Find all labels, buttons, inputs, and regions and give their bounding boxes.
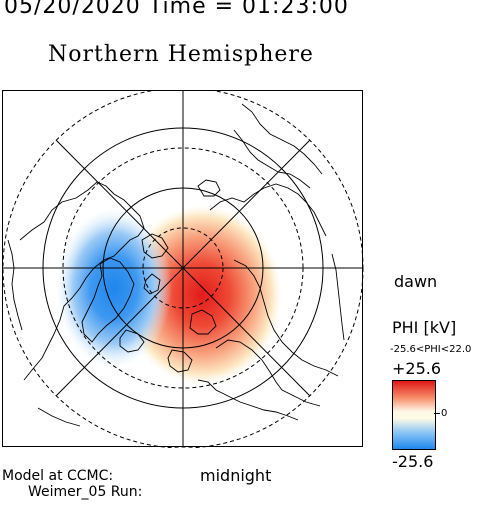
- model-label: Model at CCMC:: [2, 468, 114, 484]
- colorbar-max-label: +25.6: [392, 359, 442, 378]
- midnight-label: midnight: [200, 466, 272, 485]
- colorbar-zero-tick: [434, 413, 440, 414]
- colorbar-title: PHI [kV]: [392, 318, 457, 337]
- latitude-circle: [2, 90, 364, 448]
- colorbar: [392, 380, 436, 450]
- dawn-label: dawn: [394, 272, 438, 291]
- colorbar-min-label: -25.6: [392, 452, 434, 471]
- date-time-header: 05/20/2020 Time = 01:23:00: [4, 0, 349, 19]
- potential-cell-negative: [56, 208, 172, 368]
- meridian-line: [55, 139, 311, 397]
- polar-map: [2, 90, 364, 448]
- run-label: Weimer_05 Run:: [28, 484, 143, 500]
- page-title: Northern Hemisphere: [48, 42, 314, 67]
- coastlines: [7, 103, 345, 427]
- colorbar-range: -25.6<PHI<22.0: [390, 344, 472, 355]
- colorbar-zero-label: 0: [441, 408, 448, 419]
